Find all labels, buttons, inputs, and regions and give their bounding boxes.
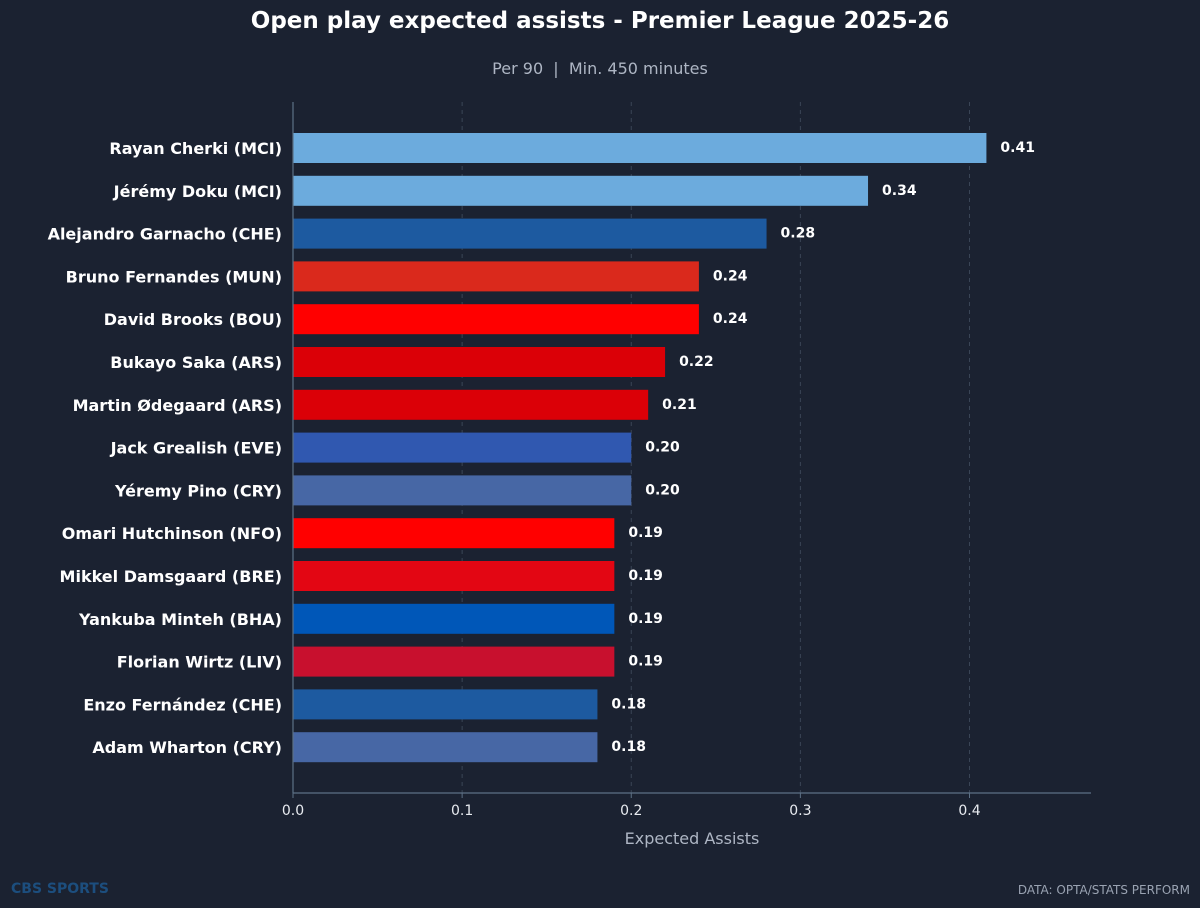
- x-tick-label: 0.4: [958, 803, 980, 819]
- player-label: Enzo Fernández (CHE): [83, 695, 282, 714]
- bar: [293, 561, 615, 591]
- x-tick-label: 0.0: [282, 803, 304, 819]
- source-note: DATA: OPTA/STATS PERFORM: [1017, 883, 1190, 897]
- bar: [293, 218, 767, 249]
- value-label: 0.18: [611, 696, 646, 712]
- value-label: 0.19: [628, 525, 663, 541]
- bar: [293, 347, 666, 377]
- value-label: 0.18: [611, 739, 646, 755]
- player-label: Jérémy Doku (MCI): [113, 182, 282, 201]
- value-labels: 0.41 0.34 0.28 0.24 0.24 0.22 0.21 0.20 0.20 0.19…: [611, 140, 1035, 755]
- bar: [293, 261, 699, 292]
- value-label: 0.19: [628, 568, 663, 584]
- bar: [293, 732, 598, 763]
- value-label: 0.20: [645, 482, 680, 498]
- player-label: Bukayo Saka (ARS): [110, 353, 282, 372]
- bar: [293, 432, 632, 463]
- x-axis-title: Expected Assists: [625, 829, 760, 848]
- chart-title: Open play expected assists - Premier Lea…: [250, 8, 950, 34]
- axes: 0.0 0.1 0.2 0.3 0.4: [282, 102, 1091, 819]
- bar: [293, 646, 615, 677]
- player-label: Alejandro Garnacho (CHE): [48, 225, 282, 244]
- player-label: Omari Hutchinson (NFO): [62, 524, 282, 543]
- x-tick-label: 0.2: [620, 803, 642, 819]
- player-label: Jack Grealish (EVE): [110, 439, 282, 458]
- brand-logo: CBS SPORTS: [11, 881, 109, 897]
- player-label: Rayan Cherki (MCI): [109, 139, 282, 158]
- x-tick-label: 0.1: [451, 803, 473, 819]
- player-label: Adam Wharton (CRY): [92, 738, 282, 757]
- value-label: 0.28: [781, 226, 816, 242]
- bar: [293, 689, 598, 720]
- value-label: 0.24: [713, 268, 748, 284]
- player-label: Martin Ødegaard (ARS): [73, 396, 282, 415]
- value-label: 0.19: [628, 654, 663, 670]
- category-labels: Rayan Cherki (MCI) Jérémy Doku (MCI) Aleja…: [48, 139, 282, 757]
- player-label: Yéremy Pino (CRY): [114, 481, 282, 500]
- value-label: 0.34: [882, 183, 917, 199]
- bar: [293, 475, 632, 506]
- player-label: Bruno Fernandes (MUN): [66, 267, 282, 286]
- x-tick-label: 0.3: [789, 803, 811, 819]
- player-label: Yankuba Minteh (BHA): [78, 610, 282, 629]
- bar: [293, 603, 615, 634]
- player-label: David Brooks (BOU): [104, 310, 282, 329]
- value-label: 0.24: [713, 311, 748, 327]
- bar: [293, 175, 869, 206]
- bar: [293, 389, 649, 420]
- bar: [293, 304, 699, 335]
- value-label: 0.41: [1000, 140, 1035, 156]
- bar: [293, 518, 615, 549]
- value-label: 0.21: [662, 397, 697, 413]
- bar: [293, 133, 987, 163]
- value-label: 0.22: [679, 354, 714, 370]
- player-label: Mikkel Damsgaard (BRE): [60, 567, 282, 586]
- bars: [293, 133, 987, 763]
- value-label: 0.19: [628, 611, 663, 627]
- value-label: 0.20: [645, 440, 680, 456]
- chart-subtitle: Per 90 | Min. 450 minutes: [492, 59, 708, 78]
- player-label: Florian Wirtz (LIV): [117, 653, 282, 672]
